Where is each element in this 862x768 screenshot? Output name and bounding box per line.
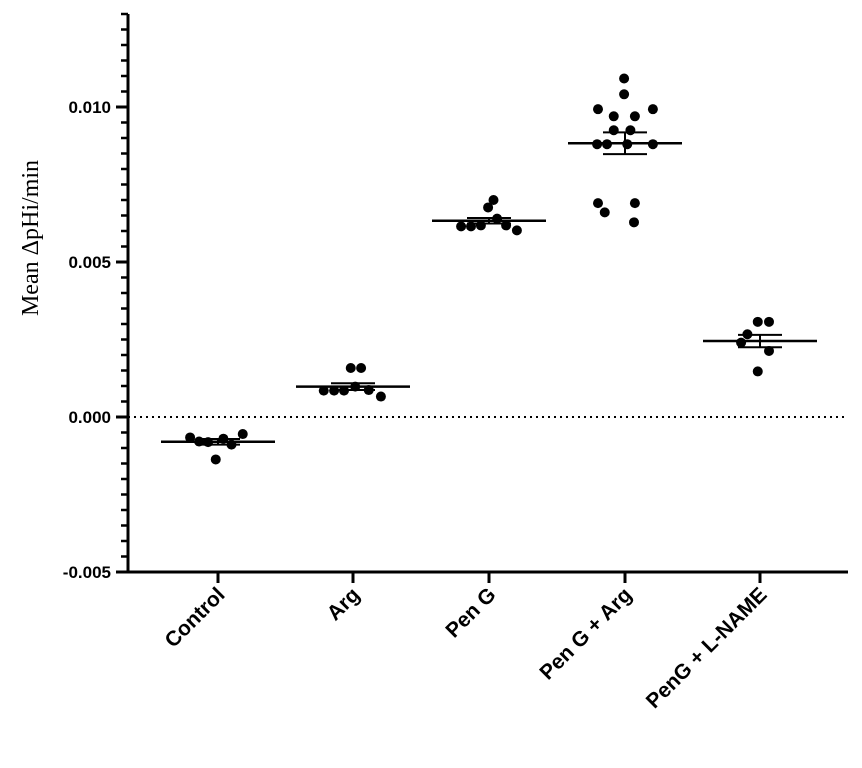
data-point xyxy=(736,337,747,348)
x-category-label: PenG + L-NAME xyxy=(642,583,772,713)
x-category-label: Pen G xyxy=(441,583,500,642)
x-category-label: Pen G + Arg xyxy=(535,583,636,684)
data-point xyxy=(752,366,763,377)
y-tick-label: 0.000 xyxy=(68,408,111,427)
data-point xyxy=(764,345,774,356)
data-point xyxy=(764,316,774,327)
data-point xyxy=(511,225,522,236)
data-point xyxy=(356,363,367,374)
data-point xyxy=(608,111,619,122)
data-point xyxy=(456,221,467,232)
y-axis-title: Mean ΔpHi/min xyxy=(18,160,44,316)
data-point xyxy=(619,89,630,100)
data-point xyxy=(625,125,636,136)
data-point xyxy=(593,104,603,115)
data-point xyxy=(619,73,630,84)
data-point xyxy=(375,391,386,402)
data-point xyxy=(318,385,329,396)
data-point xyxy=(483,202,494,213)
data-point xyxy=(629,217,639,228)
y-tick-label: -0.005 xyxy=(63,563,111,582)
x-category-label: Control xyxy=(160,583,229,652)
data-point xyxy=(752,316,763,327)
y-tick-label: 0.010 xyxy=(68,98,111,117)
data-point xyxy=(629,111,640,122)
data-point xyxy=(185,432,196,443)
data-point xyxy=(608,125,619,136)
data-point xyxy=(647,104,658,115)
data-point xyxy=(210,454,221,465)
data-point xyxy=(237,429,248,440)
y-tick-label: 0.005 xyxy=(68,253,111,272)
data-point xyxy=(629,198,640,209)
data-point xyxy=(488,195,499,205)
data-point xyxy=(593,198,603,209)
data-point xyxy=(345,363,356,374)
data-point xyxy=(599,207,610,218)
x-category-label: Arg xyxy=(323,583,365,625)
